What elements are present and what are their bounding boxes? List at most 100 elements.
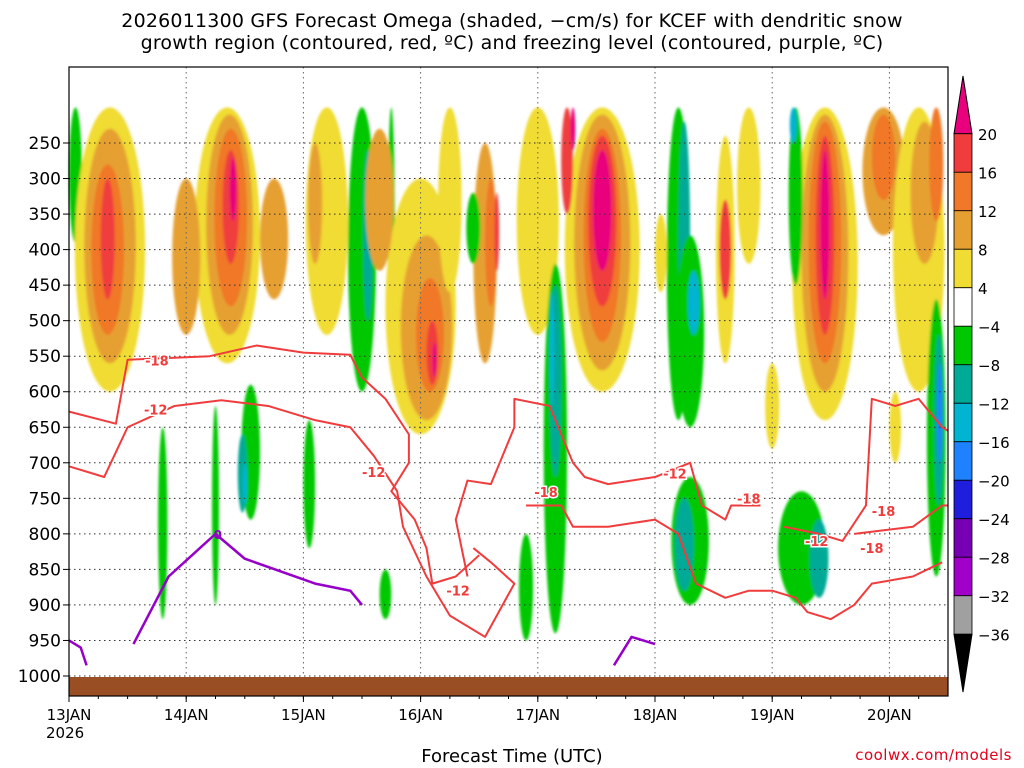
y-tick-label: 250: [29, 134, 61, 154]
omega-cell: [676, 235, 705, 428]
omega-cell: [158, 427, 168, 620]
colorbar-tick-label: 20: [978, 126, 997, 144]
y-tick-label: 750: [29, 489, 61, 509]
omega-cell: [172, 178, 201, 335]
colorbar-tick-label: −28: [978, 549, 1010, 567]
colorbar-bin: [953, 518, 973, 558]
credit-link[interactable]: coolwx.com/models: [855, 746, 1012, 764]
y-tick-label: 950: [29, 631, 61, 651]
omega-cell: [937, 363, 943, 463]
colorbar-tick-label: −20: [978, 472, 1010, 490]
x-axis: 13JAN 14JAN 15JAN 16JAN 17JAN 18JAN 19JAN 20JAN…: [46, 696, 920, 742]
dgz-contour-label: -12: [663, 467, 687, 482]
colorbar-tick-label: −12: [978, 395, 1010, 413]
x-tick-label: 19JAN: [750, 706, 795, 724]
omega-cell: [211, 405, 220, 605]
omega-cell: [466, 192, 481, 264]
dgz-contour: [854, 504, 948, 535]
omega-cell: [549, 292, 555, 406]
colorbar-tick-label: 16: [978, 164, 997, 182]
omega-cell: [561, 107, 573, 215]
omega-cell: [655, 214, 667, 293]
colorbar-tick-label: −8: [978, 357, 1000, 375]
dgz-contour-label: -18: [145, 354, 169, 369]
terrain-ground: [69, 677, 948, 696]
y-tick-label: 500: [29, 312, 61, 332]
colorbar-bin: [953, 595, 973, 635]
x-axis-title: Forecast Time (UTC): [421, 746, 603, 767]
colorbar-bin: [953, 479, 973, 520]
contour-layer: -18 -12 -12 -12 -18 -12 -18 -12 -18 -18 0: [68, 344, 949, 666]
y-tick-label: 1000: [18, 667, 61, 687]
omega-cell: [365, 128, 394, 271]
dgz-contour-label: -18: [860, 542, 884, 557]
dgz-contour-label: -12: [446, 585, 470, 600]
x-tick-label: 15JAN: [281, 706, 326, 724]
y-tick-label: 900: [29, 596, 61, 616]
colorbar-bin: [953, 325, 973, 366]
omega-cell: [592, 150, 612, 271]
dgz-contour-label: -12: [362, 466, 386, 481]
omega-cell: [820, 150, 830, 300]
y-tick-label: 450: [29, 276, 61, 296]
dgz-contour-label: -18: [534, 486, 558, 501]
dgz-contour: [783, 397, 949, 542]
y-tick-label: 550: [29, 347, 61, 367]
omega-cell: [438, 107, 462, 293]
omega-cell: [788, 107, 803, 286]
colorbar-bin: [953, 402, 973, 443]
colorbar-tick-label: 8: [978, 241, 988, 259]
x-tick-label: 18JAN: [633, 706, 678, 724]
omega-cell: [519, 533, 534, 641]
omega-cell: [570, 107, 576, 151]
freezing-level-contour: [68, 639, 88, 666]
x-tick-label: 17JAN: [515, 706, 560, 724]
colorbar-tick-label: −16: [978, 434, 1010, 452]
dgz-contour: [68, 399, 516, 638]
omega-cell: [242, 462, 248, 506]
omega-cell: [871, 114, 896, 200]
colorbar-tick-label: −4: [978, 318, 1000, 336]
y-tick-label: 400: [29, 241, 61, 261]
colorbar: 20 16 12 8 4 −4 −8 −12 −16 −20 −24 −28 −32 −36: [953, 75, 1010, 693]
omega-cell: [485, 178, 497, 307]
omega-cell: [929, 107, 944, 222]
colorbar-bin: [953, 171, 973, 212]
x-tick-label: 13JAN: [47, 706, 92, 724]
freezing-contour-label: 0: [214, 528, 222, 542]
omega-cell: [765, 363, 780, 449]
colorbar-arrow-top: [953, 75, 973, 135]
colorbar-tick-label: −36: [978, 626, 1010, 644]
chart-title-line1: 2026011300 GFS Forecast Omega (shaded, −…: [121, 10, 903, 32]
chart-title-line2: growth region (contoured, red, ºC) and f…: [140, 32, 884, 54]
omega-cell: [687, 270, 700, 335]
omega-cell: [379, 569, 392, 620]
omega-cell: [516, 107, 559, 335]
colorbar-bin: [953, 441, 973, 481]
colorbar-bin: [953, 364, 973, 404]
x-year-label: 2026: [46, 724, 84, 742]
colorbar-bin: [953, 248, 973, 289]
colorbar-bin: [953, 556, 973, 597]
colorbar-bin: [953, 210, 973, 250]
y-tick-label: 600: [29, 383, 61, 403]
colorbar-tick-label: 4: [978, 280, 988, 298]
colorbar-tick-label: −32: [978, 588, 1010, 606]
omega-cell: [260, 178, 289, 300]
colorbar-arrow-bottom: [953, 633, 973, 693]
omega-cell: [308, 143, 323, 264]
omega-cell: [737, 107, 761, 264]
y-tick-label: 350: [29, 205, 61, 225]
omega-cell: [432, 341, 438, 378]
colorbar-tick-label: 12: [978, 203, 997, 221]
y-axis: 250 300 350 400 450 500 550 600 650 700 750 800 850 9…: [18, 134, 69, 687]
y-tick-label: 650: [29, 418, 61, 438]
dgz-contour-label: -18: [872, 505, 896, 520]
omega-cell: [229, 157, 237, 222]
omega-cell: [303, 420, 316, 549]
x-tick-label: 14JAN: [164, 706, 209, 724]
dgz-contour-label: -18: [737, 492, 761, 507]
x-tick-label: 16JAN: [398, 706, 443, 724]
omega-cell: [789, 107, 797, 143]
